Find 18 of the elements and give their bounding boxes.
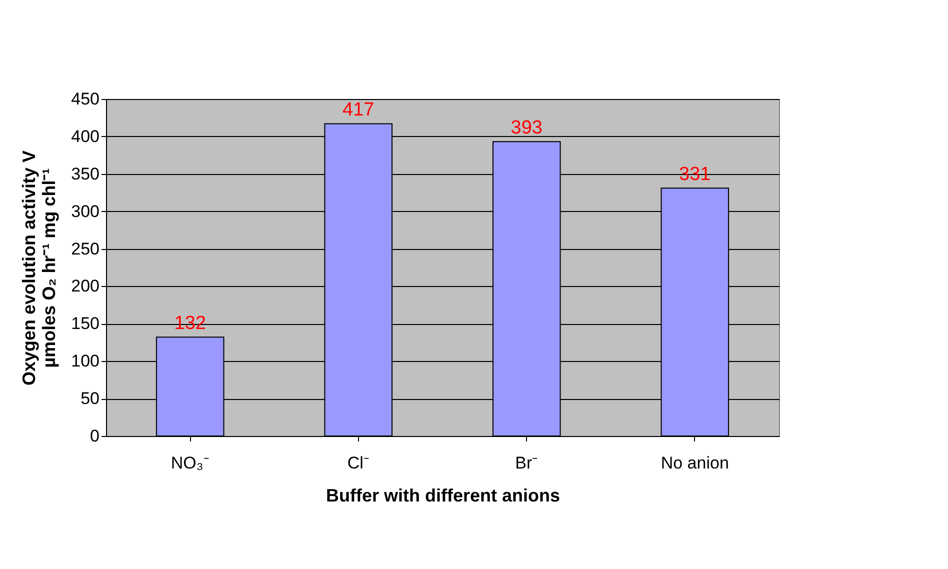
- x-tick-label: Br⁻: [515, 454, 538, 472]
- y-tick-label: 350: [71, 164, 100, 184]
- y-tick-label: 200: [71, 276, 100, 296]
- y-tick-label: 50: [80, 389, 100, 408]
- y-tick-label: 100: [71, 352, 100, 371]
- y-tick-label: 400: [71, 126, 100, 146]
- data-label: 417: [342, 100, 374, 121]
- data-label: 393: [510, 118, 542, 139]
- x-tick-label: NO₃⁻: [170, 454, 210, 472]
- y-tick-label: 250: [71, 239, 100, 258]
- y-tick-label: 0: [90, 426, 100, 446]
- y-tick-label: 450: [71, 90, 100, 108]
- y-tick-label: 150: [71, 314, 100, 334]
- x-axis-title: Buffer with different anions: [326, 486, 560, 506]
- y-tick-label: 300: [71, 202, 100, 221]
- x-tick-label: Cl⁻: [347, 454, 370, 472]
- y-axis-title: Oxygen evolution activity V µmoles O₂ hr⁻¹ mg chl⁻¹: [19, 150, 60, 386]
- x-tick-label: No anion: [660, 454, 729, 472]
